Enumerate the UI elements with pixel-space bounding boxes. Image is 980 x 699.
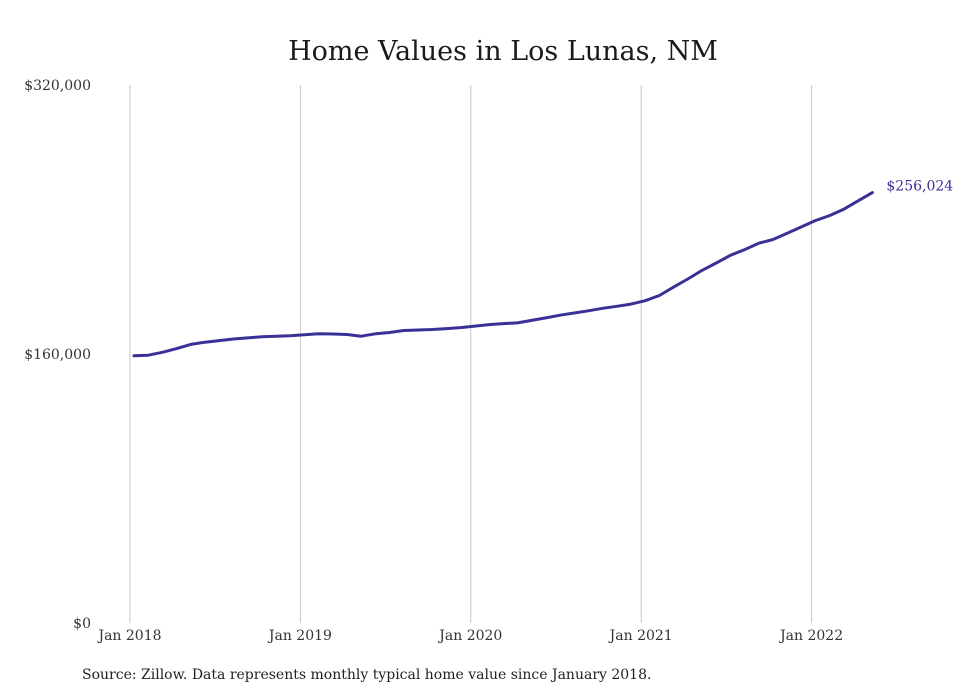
x-tick-label: Jan 2022	[778, 628, 843, 644]
gridlines	[129, 85, 813, 623]
x-tick-label: Jan 2021	[608, 628, 673, 644]
line-chart: Home Values in Los Lunas, NM $0$160,000$…	[24, 36, 953, 644]
series-line-home-value	[132, 191, 874, 358]
y-axis-ticks: $0 $160,000 $320,000	[24, 78, 91, 632]
end-value-label: $256,024	[886, 179, 953, 195]
y-tick-label: $320,000	[24, 78, 91, 94]
x-tick-label: Jan 2018	[96, 628, 161, 644]
chart-title: Home Values in Los Lunas, NM	[288, 36, 718, 67]
y-tick-label: $0	[73, 616, 91, 632]
x-tick-label: Jan 2020	[437, 628, 502, 644]
x-axis-ticks: Jan 2018 Jan 2019 Jan 2020 Jan 2021 Jan 2022	[96, 628, 843, 644]
x-tick-label: Jan 2019	[267, 628, 332, 644]
y-tick-label: $160,000	[24, 347, 91, 363]
source-note: Source: Zillow. Data represents monthly …	[82, 667, 652, 683]
